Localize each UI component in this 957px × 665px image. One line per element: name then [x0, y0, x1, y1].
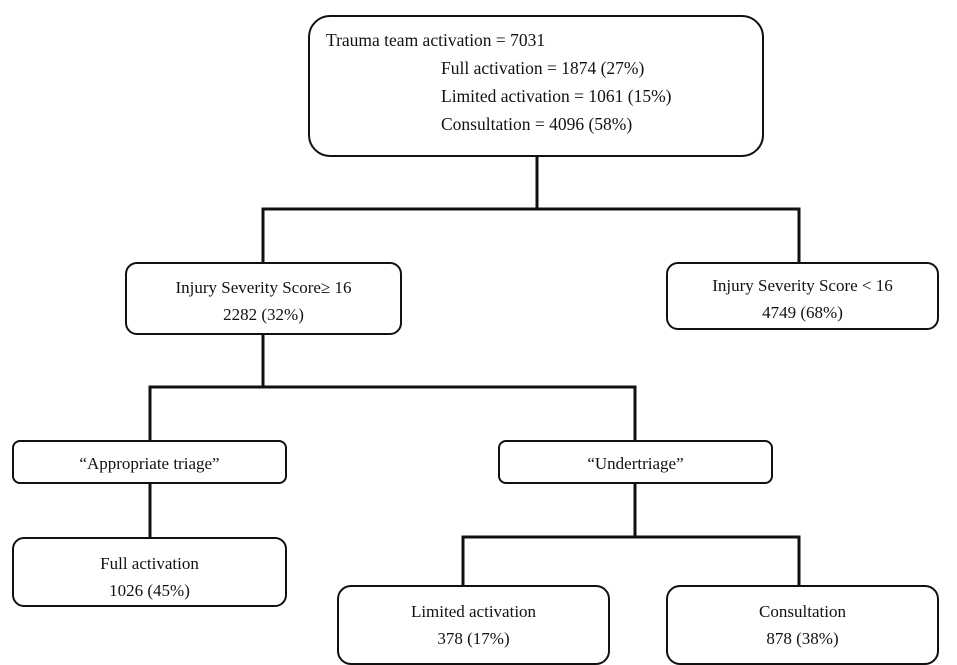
- full-activation-box: Full activation 1026 (45%): [12, 537, 287, 607]
- iss-low-label: Injury Severity Score < 16: [712, 276, 893, 295]
- limited-activation-count: Limited activation = 1061 (15%): [441, 86, 672, 106]
- trauma-activation-total: Trauma team activation = 7031: [326, 30, 546, 50]
- limited-activation-value: 378 (17%): [437, 629, 510, 648]
- iss-low-box: Injury Severity Score < 16 4749 (68%): [666, 262, 939, 330]
- full-activation-count: Full activation = 1874 (27%): [441, 58, 645, 78]
- limited-activation-label: Limited activation: [410, 602, 537, 621]
- undertriage-box: “Undertriage”: [498, 440, 773, 484]
- consultation-label: Consultation: [759, 602, 846, 621]
- iss-low-value: 4749 (68%): [762, 303, 843, 322]
- consultation-box: Consultation 878 (38%): [666, 585, 939, 665]
- full-activation-value: 1026 (45%): [109, 581, 190, 600]
- consultation-count: Consultation = 4096 (58%): [441, 114, 633, 134]
- full-activation-label: Full activation: [100, 554, 199, 573]
- iss-high-value: 2282 (32%): [223, 305, 304, 324]
- appropriate-triage-label: “Appropriate triage”: [79, 454, 220, 473]
- consultation-value: 878 (38%): [766, 629, 839, 648]
- appropriate-triage-box: “Appropriate triage”: [12, 440, 287, 484]
- undertriage-label: “Undertriage”: [587, 454, 684, 473]
- iss-high-label: Injury Severity Score≥ 16: [175, 278, 352, 297]
- iss-high-box: Injury Severity Score≥ 16 2282 (32%): [125, 262, 402, 335]
- limited-activation-box: Limited activation 378 (17%): [337, 585, 610, 665]
- trauma-activation-box: Trauma team activation = 7031 Full activ…: [308, 15, 764, 157]
